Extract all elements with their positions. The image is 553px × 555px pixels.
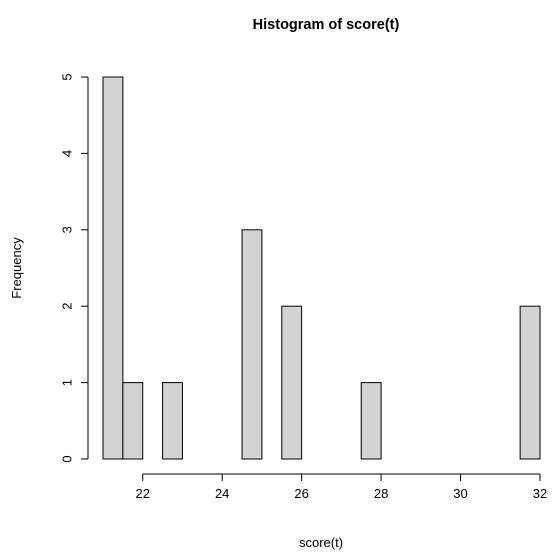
x-tick-label: 28 bbox=[374, 486, 388, 501]
x-axis-label: score(t) bbox=[299, 535, 343, 550]
histogram-bar bbox=[122, 382, 144, 460]
y-axis-label: Frequency bbox=[9, 237, 24, 299]
histogram-bar bbox=[241, 229, 263, 460]
histogram-bar bbox=[519, 305, 541, 460]
histogram-bar bbox=[281, 305, 303, 460]
x-tick-label: 30 bbox=[453, 486, 467, 501]
bars-group bbox=[102, 76, 541, 460]
y-tick-label: 1 bbox=[60, 379, 75, 386]
y-tick-label: 4 bbox=[60, 150, 75, 157]
histogram-bar bbox=[360, 382, 382, 460]
y-tick-label: 0 bbox=[60, 455, 75, 462]
y-axis: 0 1 2 3 4 5 bbox=[60, 73, 89, 463]
x-tick-label: 26 bbox=[294, 486, 308, 501]
histogram-bar bbox=[102, 76, 124, 460]
histogram-bar bbox=[162, 382, 183, 460]
x-axis: 22 24 26 28 30 32 bbox=[135, 473, 547, 501]
y-tick-label: 5 bbox=[60, 73, 75, 80]
x-tick-label: 32 bbox=[533, 486, 547, 501]
y-tick-label: 2 bbox=[60, 303, 75, 310]
chart-title: Histogram of score(t) bbox=[253, 17, 400, 33]
x-tick-label: 22 bbox=[135, 486, 149, 501]
y-tick-label: 3 bbox=[60, 226, 75, 233]
x-tick-label: 24 bbox=[215, 486, 229, 501]
